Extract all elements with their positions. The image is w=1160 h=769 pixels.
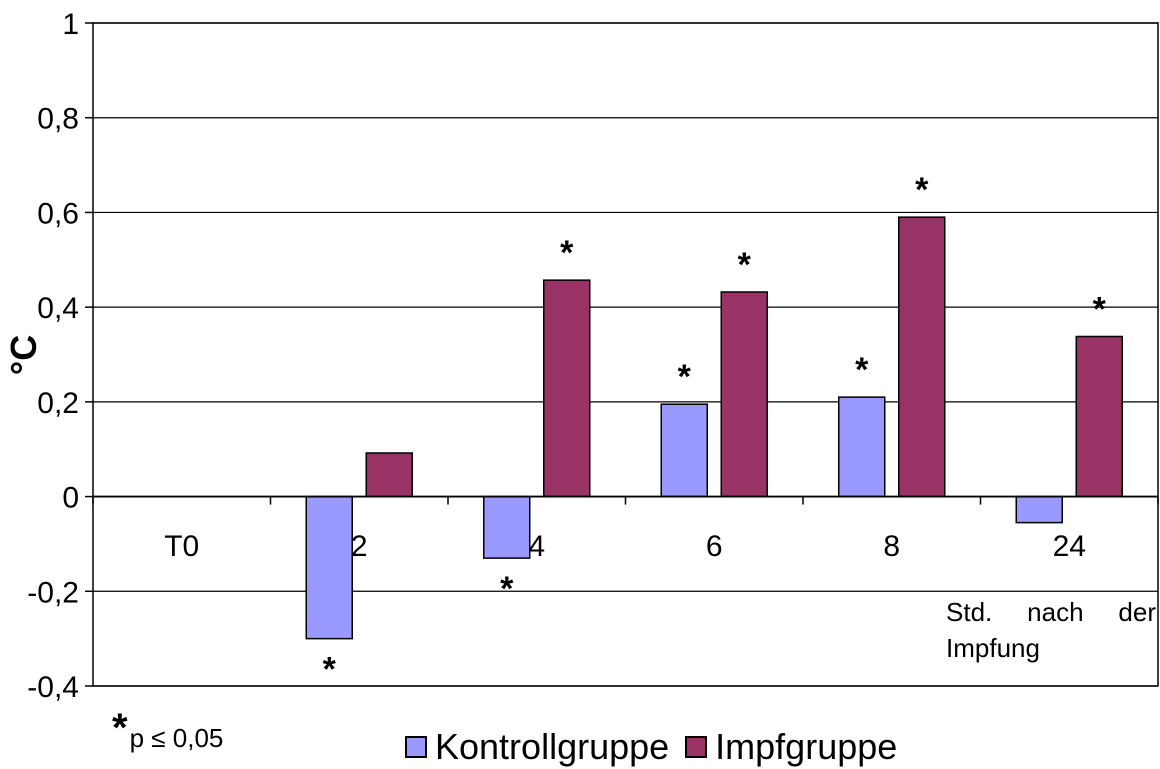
bar-impfgruppe-24 <box>1075 335 1123 498</box>
y-tick-label-5: 0 <box>62 482 79 515</box>
y-tick-label-1: 0,8 <box>37 103 79 136</box>
bar-impfgruppe-8 <box>898 216 946 498</box>
x-tick-label-8: 8 <box>883 530 900 563</box>
bar-kontrollgruppe-8 <box>838 396 886 498</box>
plot-frame <box>92 22 1159 687</box>
y-tick-label-7: -0,4 <box>27 671 79 704</box>
significance-markers: * * * * * * * * <box>323 171 1107 688</box>
legend-label-kontrollgruppe: Kontrollgruppe <box>435 726 670 767</box>
significance-star-kontrollgruppe-8: * <box>855 351 869 389</box>
legend-label-impfgruppe: Impfgruppe <box>715 726 898 767</box>
y-tick-labels: 1 0,8 0,6 0,4 0,2 0 -0,2 -0,4 <box>27 8 79 704</box>
bar-kontrollgruppe-2 <box>305 495 353 640</box>
y-axis-label: °C <box>3 335 44 375</box>
x-axis-label: Std. nach der Impfung <box>946 594 1156 666</box>
legend-item-impfgruppe: Impfgruppe <box>685 726 897 768</box>
bar-impfgruppe-2 <box>365 452 413 498</box>
legend-item-kontrollgruppe: Kontrollgruppe <box>405 726 669 768</box>
bar-kontrollgruppe-4 <box>483 495 531 559</box>
significance-star-impfgruppe-6: * <box>738 246 752 284</box>
legend-swatch-kontrollgruppe <box>405 736 427 758</box>
significance-star-impfgruppe-24: * <box>1093 291 1107 329</box>
bars <box>305 216 1123 640</box>
plot-border <box>92 22 1159 687</box>
y-tick-label-2: 0,6 <box>37 197 79 230</box>
x-tick-label-4: 4 <box>528 530 545 563</box>
significance-star-kontrollgruppe-4: * <box>500 570 514 608</box>
significance-star-impfgruppe-8: * <box>915 171 929 209</box>
bar-kontrollgruppe-24 <box>1015 495 1063 524</box>
bar-kontrollgruppe-6 <box>660 403 708 498</box>
significance-star-kontrollgruppe-2: * <box>323 651 337 689</box>
x-tick-label-6: 6 <box>706 530 723 563</box>
legend-swatch-impfgruppe <box>685 736 708 758</box>
y-tick-label-4: 0,2 <box>37 387 79 420</box>
x-tick-labels: T0 2 4 6 8 24 <box>164 530 1086 563</box>
significance-star-impfgruppe-4: * <box>560 234 574 272</box>
y-tick-label-0: 1 <box>62 8 79 41</box>
y-tick-label-3: 0,4 <box>37 292 79 325</box>
significance-star: * <box>112 706 128 750</box>
bar-impfgruppe-6 <box>720 291 768 498</box>
significance-note: *p ≤ 0,05 <box>112 706 224 757</box>
x-tick-label-24: 24 <box>1053 530 1086 563</box>
legend: Kontrollgruppe Impfgruppe <box>405 726 913 768</box>
significance-note-text: p ≤ 0,05 <box>129 723 224 753</box>
x-tick-label-T0: T0 <box>164 530 199 563</box>
significance-star-kontrollgruppe-6: * <box>678 358 692 396</box>
gridlines <box>85 22 1158 687</box>
y-tick-label-6: -0,2 <box>27 576 79 609</box>
bar-impfgruppe-4 <box>543 279 591 498</box>
x-axis-label-text: Std. nach der Impfung <box>946 597 1156 663</box>
x-tick-label-2: 2 <box>351 530 368 563</box>
